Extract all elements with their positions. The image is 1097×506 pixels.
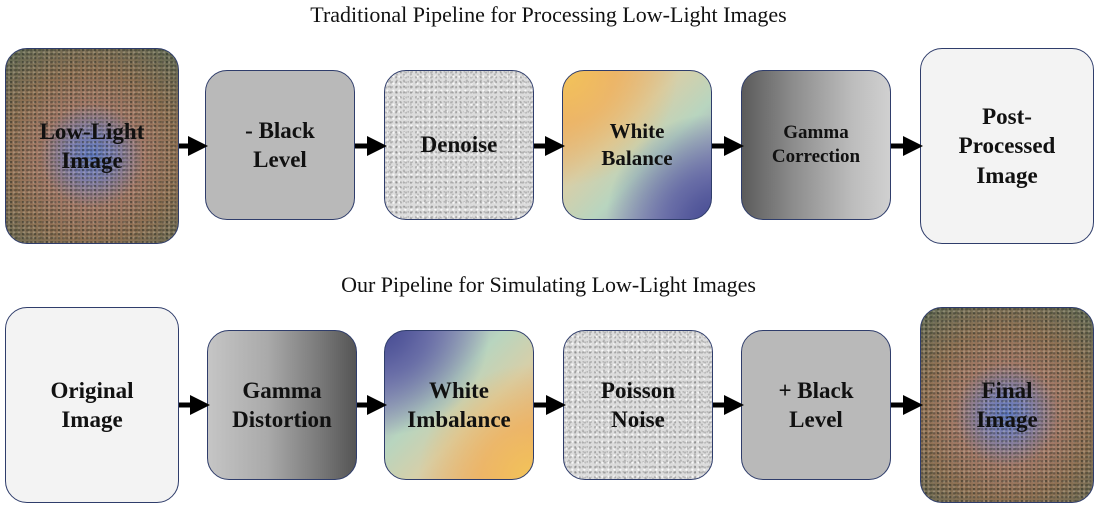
white-balance-box: White Balance <box>562 70 712 220</box>
minus-black-level-label: - Black Level <box>245 117 315 172</box>
white-balance-label: White Balance <box>601 119 673 170</box>
gamma-correction-label: Gamma Correction <box>771 121 861 167</box>
post-processed-image-box: Post- Processed Image <box>920 48 1094 244</box>
white-imbalance-label: White Imbalance <box>407 377 511 432</box>
poisson-noise-label: Poisson Noise <box>600 377 676 432</box>
original-image-label: Original Image <box>50 377 134 432</box>
final-image-box: Final Image <box>920 307 1094 503</box>
gamma-distortion-label: Gamma Distortion <box>232 377 332 432</box>
final-image-label: Final Image <box>976 377 1038 432</box>
poisson-noise-box: Poisson Noise <box>563 330 713 480</box>
white-imbalance-box: White Imbalance <box>384 330 534 480</box>
plus-black-level-box: + Black Level <box>741 330 891 480</box>
post-processed-image-label: Post- Processed Image <box>958 103 1056 188</box>
original-image-box: Original Image <box>5 307 179 503</box>
minus-black-level-box: - Black Level <box>205 70 355 220</box>
low-light-image-box: Low-Light Image <box>5 48 179 244</box>
bottom-pipeline-title: Our Pipeline for Simulating Low-Light Im… <box>341 272 756 297</box>
plus-black-level-label: + Black Level <box>778 377 854 432</box>
denoise-box: Denoise <box>384 70 534 220</box>
top-pipeline-title: Traditional Pipeline for Processing Low-… <box>310 2 787 27</box>
denoise-label: Denoise <box>420 132 498 158</box>
low-light-image-label: Low-Light Image <box>39 118 145 173</box>
